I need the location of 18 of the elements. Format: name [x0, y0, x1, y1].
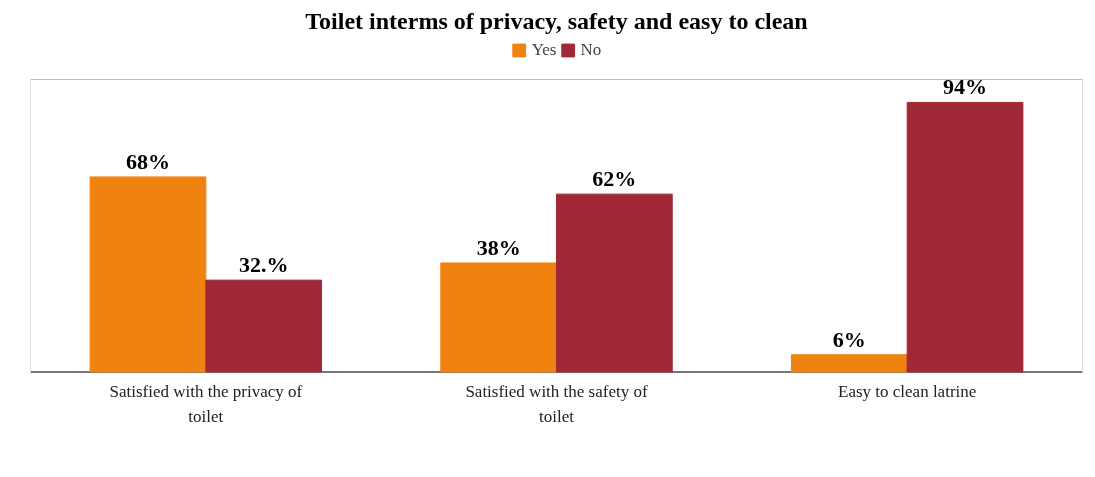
data-label: 32.%	[238, 252, 289, 278]
x-tick-label: Satisfied with the privacy of toilet	[109, 381, 303, 426]
data-label: 68%	[125, 148, 170, 174]
data-label: 38%	[476, 234, 521, 260]
bar	[906, 101, 1024, 373]
bar	[89, 176, 207, 373]
bar	[556, 193, 673, 373]
x-tick-label: Satisfied with the safety of toilet	[465, 381, 648, 426]
bar	[790, 354, 908, 373]
legend-label: Yes	[531, 40, 557, 60]
bar	[440, 262, 557, 373]
data-label: 62%	[592, 166, 637, 192]
data-label: 94%	[943, 74, 988, 100]
chart-title: Toilet interms of privacy, safety and easy to clean	[305, 7, 808, 34]
legend-label: No	[580, 40, 602, 60]
data-label: 6%	[832, 326, 866, 352]
bar	[205, 279, 323, 373]
x-tick-label: Easy to clean latrine	[838, 381, 977, 401]
